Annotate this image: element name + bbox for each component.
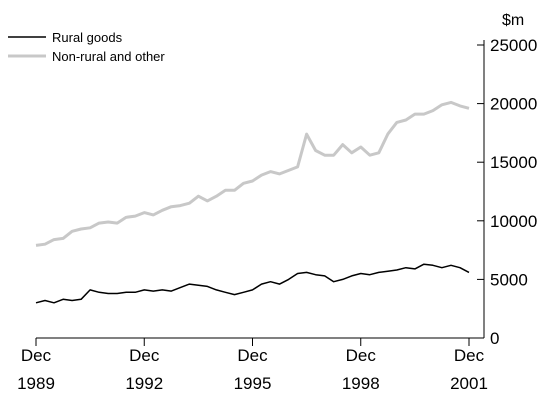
y-tick-label: 15000 bbox=[490, 153, 537, 172]
y-tick-label: 0 bbox=[490, 329, 499, 348]
x-tick-label-year: 1989 bbox=[17, 374, 55, 393]
y-tick-label: 10000 bbox=[490, 212, 537, 231]
x-tick-label-month: Dec bbox=[129, 346, 160, 365]
x-tick-label-year: 2001 bbox=[450, 374, 488, 393]
legend-label-rural-goods: Rural goods bbox=[52, 30, 123, 45]
y-axis: 0 5000 10000 15000 20000 25000 bbox=[477, 36, 537, 348]
series-line-non-rural bbox=[35, 100, 470, 247]
x-tick-label-month: Dec bbox=[346, 346, 377, 365]
x-tick-label-year: 1995 bbox=[234, 374, 272, 393]
y-tick-label: 20000 bbox=[490, 95, 537, 114]
x-tick-label-year: 1998 bbox=[342, 374, 380, 393]
y-axis-unit: $m bbox=[502, 12, 524, 29]
series-line-rural-goods bbox=[35, 263, 470, 304]
x-tick-label-month: Dec bbox=[21, 346, 52, 365]
x-tick-label-month: Dec bbox=[454, 346, 485, 365]
series-layer bbox=[35, 100, 470, 304]
legend: Rural goods Non-rural and other bbox=[8, 30, 165, 64]
x-tick-label-month: Dec bbox=[237, 346, 268, 365]
y-tick-label: 25000 bbox=[490, 36, 537, 55]
x-tick-label-year: 1992 bbox=[125, 374, 163, 393]
x-axis: Dec 1989 Dec 1992 Dec 1995 Dec 1998 Dec 2001 bbox=[17, 337, 488, 393]
y-tick-label: 5000 bbox=[490, 270, 528, 289]
legend-label-non-rural: Non-rural and other bbox=[52, 49, 165, 64]
